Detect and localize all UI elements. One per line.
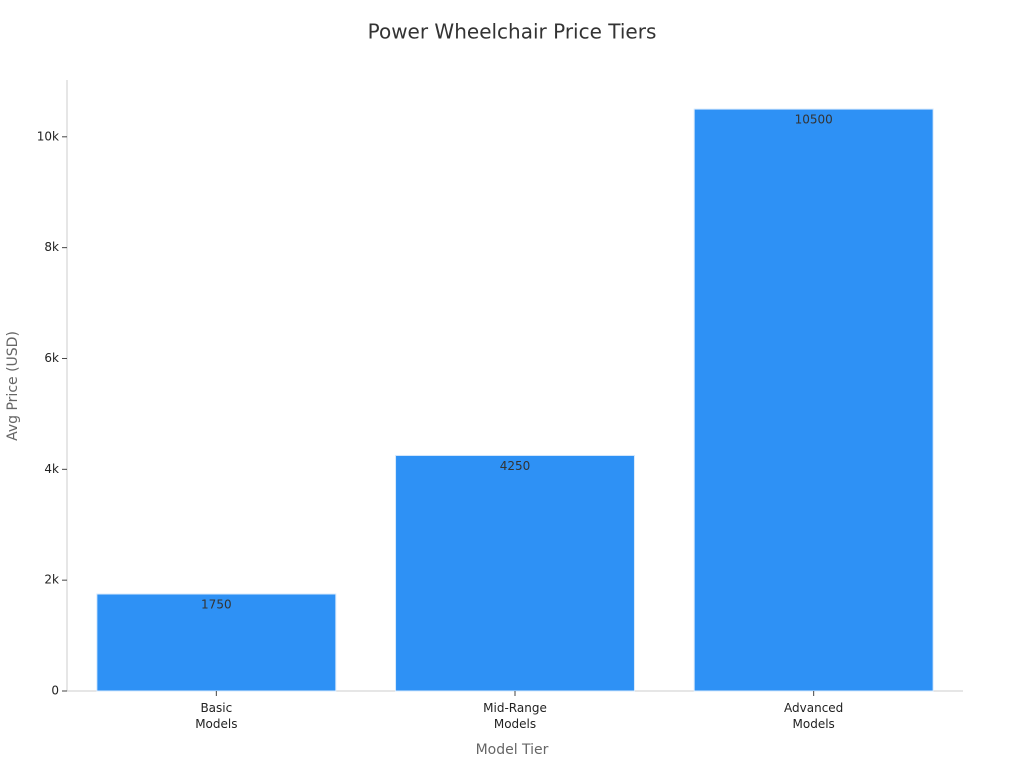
chart-title: Power Wheelchair Price Tiers [368,20,657,44]
y-tick-label: 4k [44,462,59,476]
bar [693,108,934,692]
y-axis-title: Avg Price (USD) [5,331,21,441]
x-axis-title: Model Tier [476,742,549,758]
y-tick-label: 0 [51,684,59,698]
y-tick-label: 8k [44,240,59,254]
y-tick-label: 6k [44,351,59,365]
bar [395,454,635,692]
bar [96,593,337,692]
bar-value-label: 1750 [201,598,232,612]
x-tick-label: Mid-Range Models [483,701,547,731]
y-tick-label: 2k [44,573,59,587]
x-tick-label: Advanced Models [784,701,843,731]
bar-value-label: 4250 [500,459,531,473]
y-tick-label: 10k [37,129,59,143]
bar-value-label: 10500 [795,113,833,127]
x-tick-label: Basic Models [195,701,237,731]
